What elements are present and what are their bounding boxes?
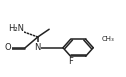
- Text: H₂N: H₂N: [8, 24, 24, 33]
- Text: CH₃: CH₃: [102, 36, 115, 42]
- Text: O: O: [5, 43, 11, 52]
- Text: H: H: [35, 43, 40, 49]
- Text: N: N: [34, 43, 40, 52]
- Text: F: F: [68, 58, 73, 66]
